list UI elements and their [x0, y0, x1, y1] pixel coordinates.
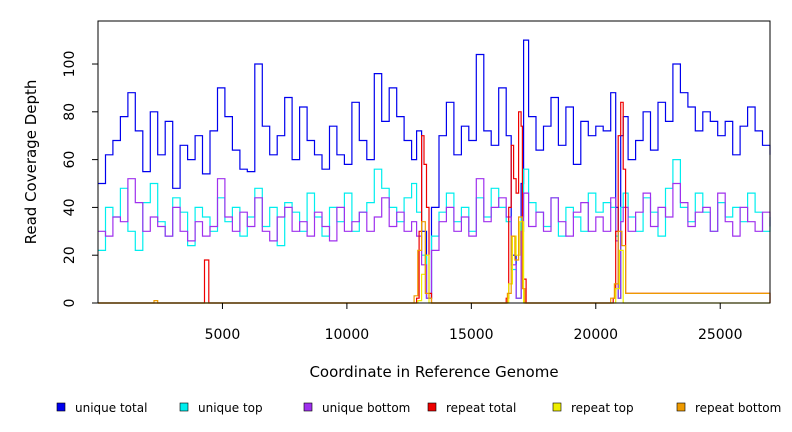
x-tick-label: 10000 [325, 327, 370, 343]
legend-swatch [303, 402, 313, 412]
legend: unique total unique top unique bottom repea… [56, 401, 781, 415]
legend-item-repeat-bottom: repeat bottom [676, 401, 781, 415]
x-tick-label: 25000 [698, 327, 743, 343]
legend-swatch [552, 402, 562, 412]
legend-item-unique-bottom: unique bottom [303, 401, 410, 415]
y-tick-label: 80 [62, 103, 78, 121]
y-tick-label: 100 [62, 51, 78, 78]
series-line-repeat-total [98, 101, 771, 304]
x-tick-label: 20000 [574, 327, 619, 343]
legend-label: unique total [75, 401, 147, 415]
series-line-unique-bottom [98, 178, 771, 299]
legend-item-repeat-total: repeat total [427, 401, 516, 415]
legend-swatch [676, 402, 686, 412]
y-tick-label: 0 [62, 299, 78, 308]
legend-item-unique-total: unique total [56, 401, 147, 415]
series-line-repeat-top [98, 221, 770, 304]
x-axis: 5000 10000 15000 20000 25000 [205, 302, 743, 343]
x-tick-label: 15000 [449, 327, 494, 343]
y-axis: 0 20 40 60 80 100 [62, 51, 99, 308]
x-tick-label: 5000 [205, 327, 241, 343]
legend-label: unique top [198, 401, 263, 415]
legend-label: unique bottom [322, 401, 410, 415]
series-line-repeat-bottom [98, 216, 771, 304]
series-layer [98, 39, 771, 304]
legend-swatch [56, 402, 66, 412]
legend-item-unique-top: unique top [179, 401, 263, 415]
legend-label: repeat bottom [695, 401, 781, 415]
legend-item-repeat-top: repeat top [552, 401, 634, 415]
legend-label: repeat total [446, 401, 516, 415]
y-axis-title: Read Coverage Depth [22, 80, 40, 245]
x-axis-title: Coordinate in Reference Genome [309, 363, 558, 381]
legend-swatch [179, 402, 189, 412]
legend-swatch [427, 402, 437, 412]
plot-frame [97, 20, 771, 304]
y-tick-label: 20 [62, 246, 78, 264]
y-tick-label: 40 [62, 198, 78, 216]
legend-label: repeat top [571, 401, 634, 415]
series-line-unique-total [98, 39, 771, 299]
series-line-unique-top [98, 159, 771, 299]
y-tick-label: 60 [62, 151, 78, 169]
